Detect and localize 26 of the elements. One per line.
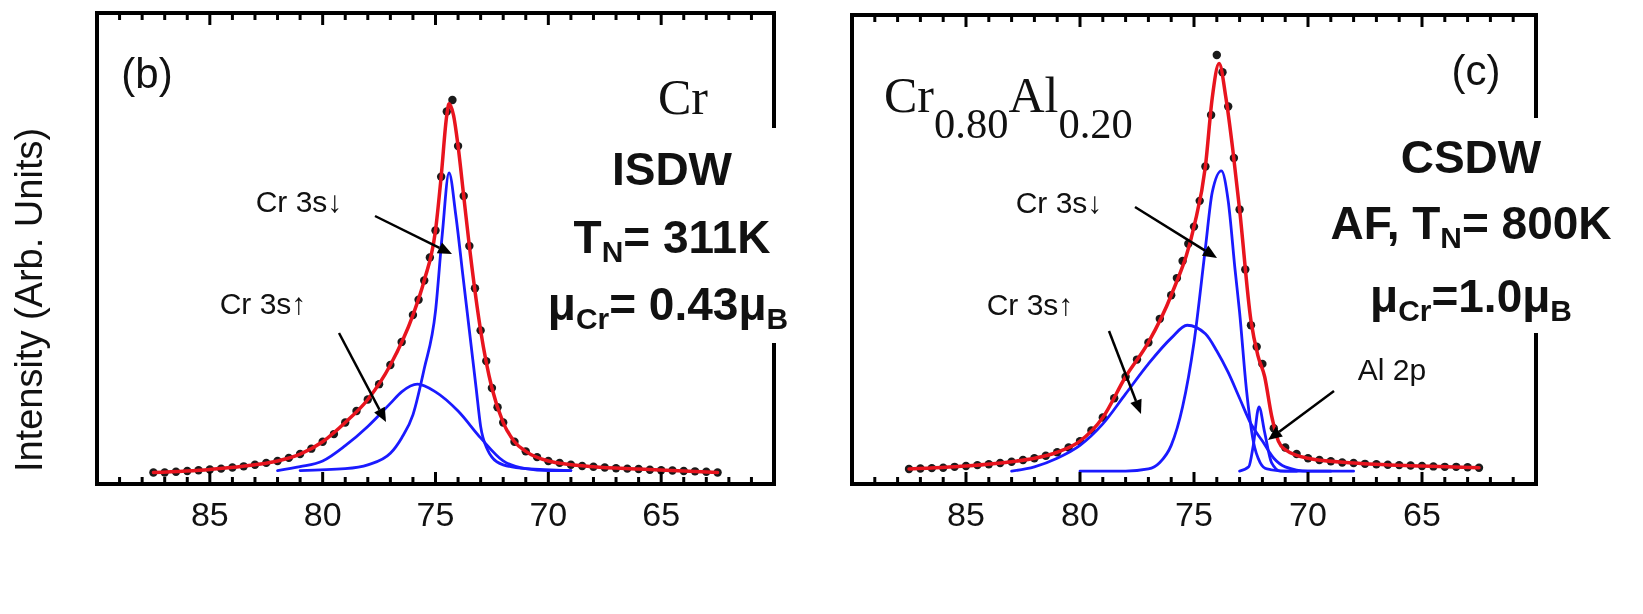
annotation: (c) (1451, 47, 1501, 94)
x-tick-label: 75 (416, 495, 455, 533)
annotation: Cr 3s↓ (1015, 186, 1103, 219)
x-tick-label: 70 (1289, 495, 1327, 533)
annotation: T$_{N}$= 311K (573, 211, 771, 268)
annotation: Cr 3s↓ (255, 185, 343, 218)
x-tick-label: 85 (190, 495, 229, 533)
annotation: CSDW (1400, 131, 1542, 183)
x-tick-label: 70 (529, 495, 568, 533)
y-axis-title: Intensity (Arb. Units) (8, 127, 50, 473)
annotation: ISDW (611, 143, 733, 195)
x-tick-label: 65 (1403, 495, 1441, 533)
x-tick-label: 85 (947, 495, 985, 533)
annotation: Cr (658, 69, 709, 125)
text: (b) (121, 50, 173, 97)
x-tick-label: 80 (303, 495, 342, 533)
annotation: AF, T$_{N}$= 800K (1330, 197, 1612, 254)
annotation: Al 2p (1357, 353, 1427, 386)
annotation: Cr$_{0.80}$Al$_{0.20}$ (884, 67, 1133, 147)
x-tick-label: 75 (1175, 495, 1213, 533)
annotation: Cr 3s↑ (986, 288, 1074, 321)
annotation: Cr 3s↑ (219, 287, 307, 320)
x-tick-label: 80 (1061, 495, 1099, 533)
x-tick-label: 65 (642, 495, 681, 533)
annotation: μ$_{Cr}$=1.0μ$_{B}$ (1370, 270, 1572, 327)
annotation: μ$_{Cr}$= 0.43μ$_{B}$ (547, 278, 789, 335)
